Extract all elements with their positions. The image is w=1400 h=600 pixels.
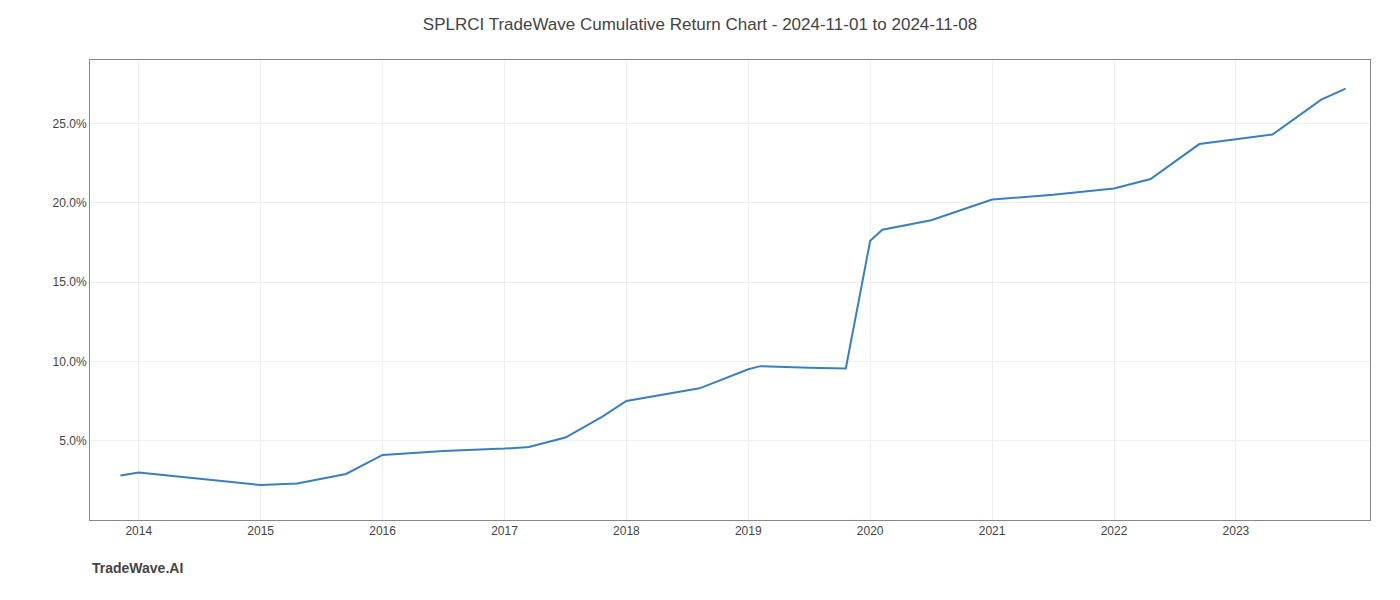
svg-text:20.0%: 20.0% [53, 196, 87, 210]
svg-text:SPLRCI TradeWave Cumulative Re: SPLRCI TradeWave Cumulative Return Chart… [423, 15, 977, 34]
svg-text:2015: 2015 [247, 524, 274, 538]
svg-text:15.0%: 15.0% [53, 275, 87, 289]
svg-text:5.0%: 5.0% [59, 434, 87, 448]
svg-text:2020: 2020 [857, 524, 884, 538]
svg-text:2014: 2014 [125, 524, 152, 538]
svg-text:2021: 2021 [979, 524, 1006, 538]
svg-text:2022: 2022 [1101, 524, 1128, 538]
svg-text:25.0%: 25.0% [53, 117, 87, 131]
svg-text:2023: 2023 [1223, 524, 1250, 538]
svg-text:2018: 2018 [613, 524, 640, 538]
svg-text:TradeWave.AI: TradeWave.AI [92, 560, 183, 576]
svg-text:10.0%: 10.0% [53, 355, 87, 369]
svg-text:2019: 2019 [735, 524, 762, 538]
svg-text:2016: 2016 [369, 524, 396, 538]
svg-text:2017: 2017 [491, 524, 518, 538]
